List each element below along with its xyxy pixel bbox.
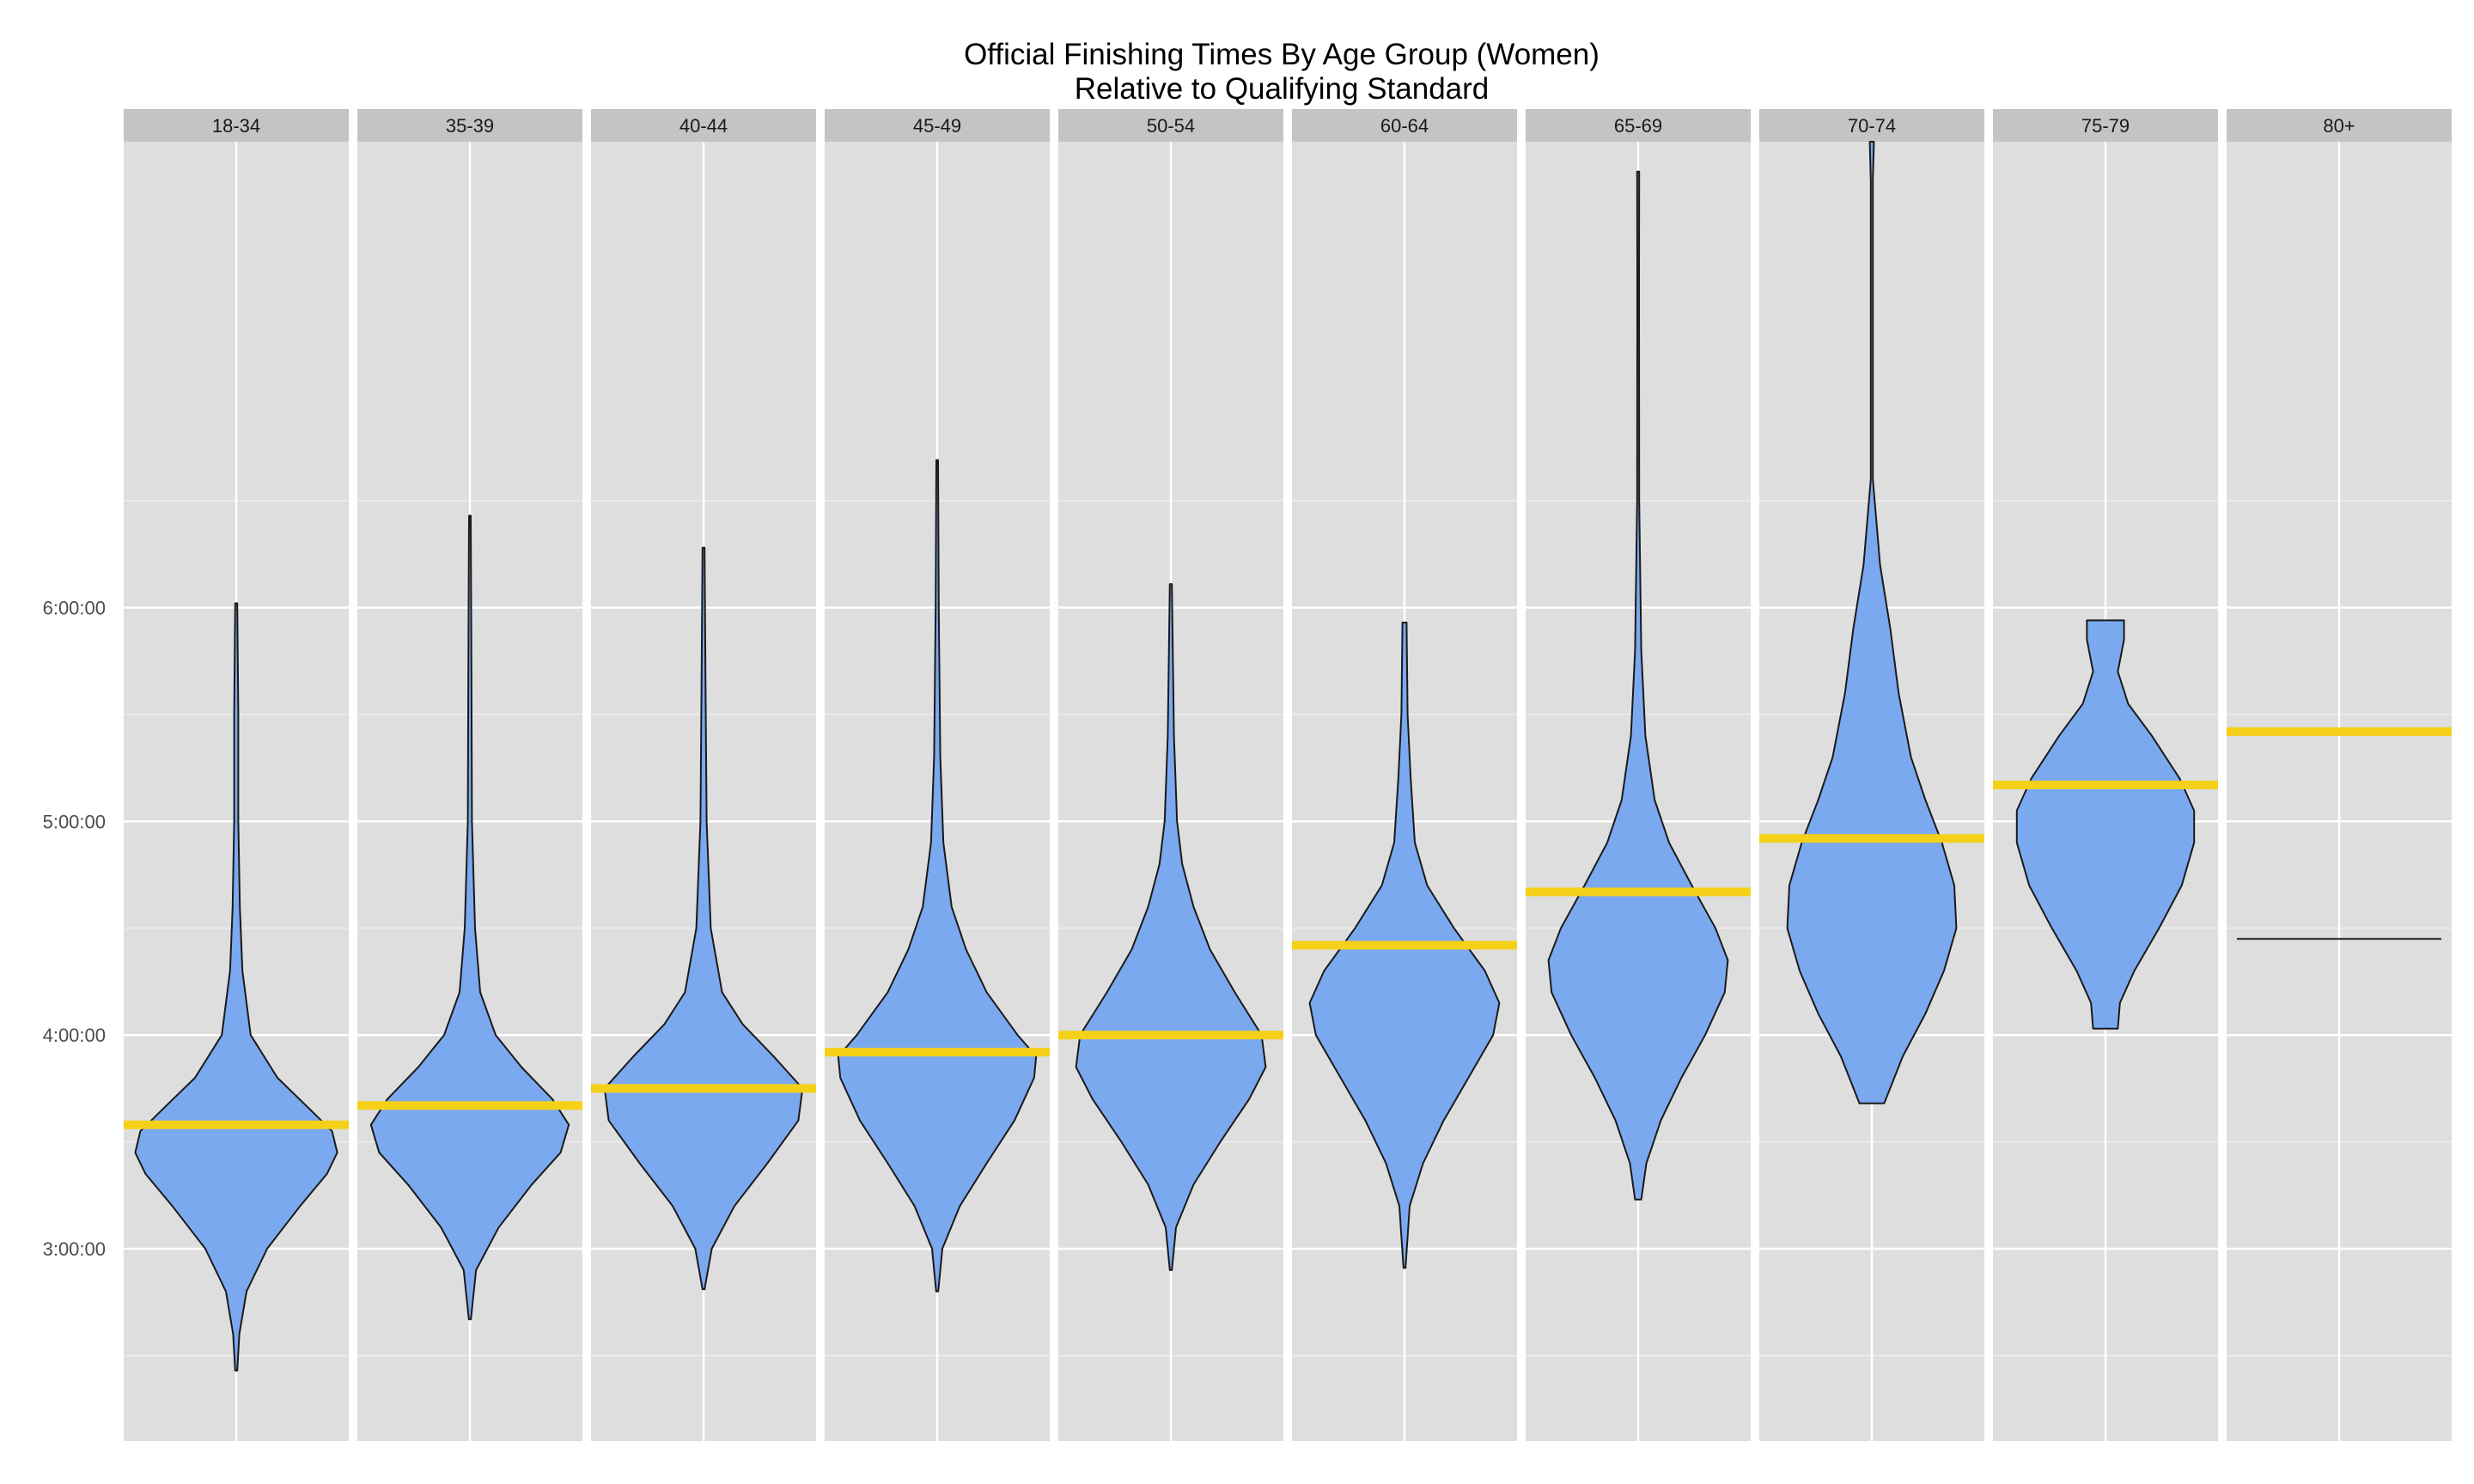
violin-45-49 [837, 459, 1038, 1292]
chart-title-line-1: Official Finishing Times By Age Group (W… [964, 38, 1600, 71]
facet-label: 35-39 [446, 115, 494, 137]
facet-panel-45-49: 45-49 [825, 109, 1050, 1441]
facet-label: 65-69 [1614, 115, 1662, 137]
facet-label: 75-79 [2081, 115, 2130, 137]
violin-40-44 [603, 546, 804, 1291]
violin-50-54 [1075, 583, 1267, 1271]
chart-title-line-2: Relative to Qualifying Standard [1075, 72, 1490, 106]
facet-panel-75-79: 75-79 [1993, 109, 2218, 1441]
facet-panel-80+: 80+ [2227, 109, 2452, 1441]
facet-panels: 18-34 35-39 40-44 45-49 50-54 60-64 65-69 70-74… [124, 109, 2452, 1441]
facet-label: 45-49 [913, 115, 961, 137]
facet-strip [1993, 109, 2218, 142]
facet-panel-50-54: 50-54 [1058, 109, 1283, 1441]
facet-label: 60-64 [1380, 115, 1429, 137]
facet-label: 50-54 [1147, 115, 1195, 137]
y-tick-label: 6:00:00 [43, 597, 106, 618]
facet-strip [1292, 109, 1517, 142]
violin-70-74 [1786, 141, 1958, 1104]
facet-panel-60-64: 60-64 [1292, 109, 1517, 1441]
violin-18-34 [134, 602, 338, 1371]
facet-label: 80+ [2323, 115, 2355, 137]
facet-panel-18-34: 18-34 [124, 109, 349, 1441]
facet-strip [124, 109, 349, 142]
facet-label: 70-74 [1848, 115, 1896, 137]
facet-strip [825, 109, 1050, 142]
facet-strip [1058, 109, 1283, 142]
violin-35-39 [369, 514, 570, 1321]
y-tick-label: 4:00:00 [43, 1025, 106, 1046]
facet-label: 18-34 [212, 115, 260, 137]
facet-panel-65-69: 65-69 [1526, 109, 1751, 1441]
facet-strip [2227, 109, 2452, 142]
violin-75-79 [2015, 619, 2196, 1030]
y-axis: 3:00:00 4:00:00 5:00:00 6:00:00 [43, 597, 106, 1260]
facet-strip [591, 109, 816, 142]
violin-65-69 [1547, 170, 1729, 1201]
facet-label: 40-44 [679, 115, 728, 137]
y-tick-label: 5:00:00 [43, 811, 106, 832]
facet-panel-35-39: 35-39 [357, 109, 582, 1441]
facet-strip [1759, 109, 1984, 142]
y-tick-label: 3:00:00 [43, 1238, 106, 1260]
facet-panel-70-74: 70-74 [1759, 109, 1984, 1441]
facet-panel-40-44: 40-44 [591, 109, 816, 1441]
facet-strip [357, 109, 582, 142]
facet-strip [1526, 109, 1751, 142]
